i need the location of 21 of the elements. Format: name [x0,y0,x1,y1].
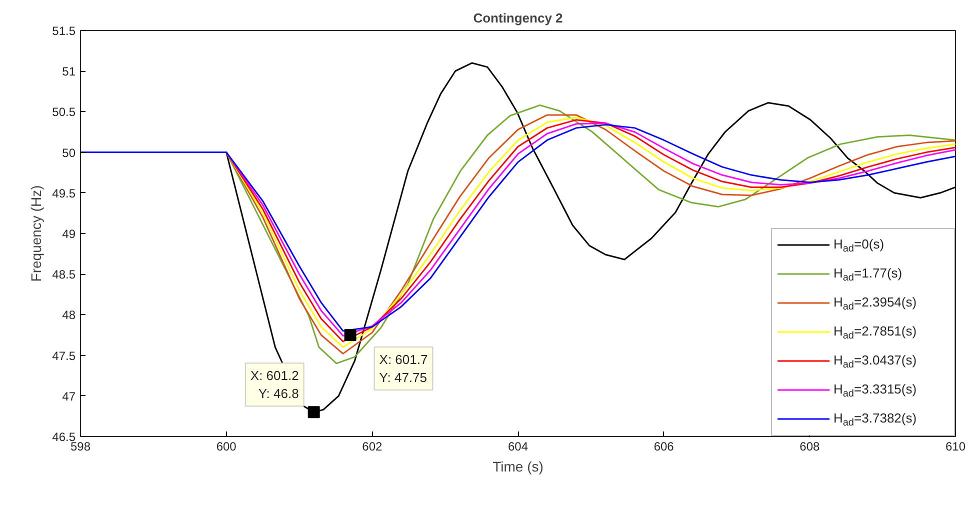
y-tick-label: 49 [62,227,76,241]
y-tick-label: 47.5 [52,348,76,363]
x-tick-label: 600 [216,440,237,454]
y-tick-label: 51 [62,64,76,79]
y-axis-title: Frequency (Hz) [28,185,44,282]
x-tick-label: 610 [945,440,966,454]
y-tick-label: 48.5 [52,268,76,282]
annotation: X: 601.7 Y: 47.75 [379,352,428,385]
x-tick-label: 602 [362,440,383,454]
x-tick-label: 608 [800,440,820,454]
y-tick-label: 49.5 [52,186,76,200]
annotation: X: 601.2 Y: 46.8 [250,368,299,402]
x-axis-title: Time (s) [492,458,544,474]
y-tick-label: 50.5 [52,105,76,120]
y-tick-label: 47 [62,389,76,404]
x-tick-label: 606 [654,440,674,454]
x-tick-label: 604 [508,440,528,454]
chart-title: Contingency 2 [473,10,563,26]
y-tick-label: 51.5 [52,24,76,38]
y-tick-label: 48 [62,308,76,322]
y-tick-label: 50 [62,146,76,160]
